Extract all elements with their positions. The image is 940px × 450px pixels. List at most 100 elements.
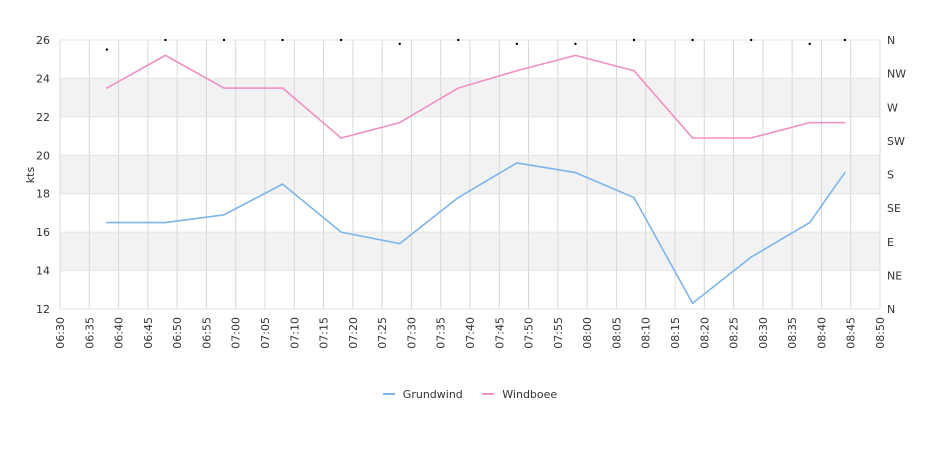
y-axis-title: kts bbox=[24, 167, 37, 184]
series-point bbox=[516, 162, 518, 164]
right-axis-label: N bbox=[887, 303, 895, 316]
y-tick-label: 14 bbox=[36, 265, 50, 278]
series-line-grundwind bbox=[106, 162, 846, 305]
series-point bbox=[106, 87, 108, 89]
series-line-windboee bbox=[106, 54, 845, 139]
series-point bbox=[281, 87, 284, 89]
right-axis-labels: N NE E SE S SW W NW N bbox=[887, 34, 906, 316]
y-tick-label: 24 bbox=[36, 72, 50, 85]
x-tick-label: 08:50 bbox=[874, 317, 887, 349]
series-point bbox=[457, 196, 460, 199]
series-point bbox=[633, 196, 635, 199]
series-point bbox=[106, 221, 108, 224]
right-axis-label: W bbox=[887, 101, 898, 114]
series-point bbox=[844, 121, 846, 124]
legend-item-grundwind[interactable]: Grundwind bbox=[382, 387, 463, 401]
right-axis-label: N bbox=[887, 34, 895, 47]
series-point bbox=[808, 221, 811, 224]
series-point bbox=[457, 87, 460, 89]
x-axis-labels: 06:30 06:35 06:40 06:45 06:50 06:55 07:00 07:05… bbox=[54, 317, 887, 349]
direction-marker bbox=[281, 38, 284, 42]
series-point bbox=[574, 54, 577, 57]
series-lines bbox=[106, 54, 846, 305]
direction-marker bbox=[398, 42, 401, 46]
x-tick-label: 06:35 bbox=[83, 317, 96, 349]
series-point bbox=[398, 121, 401, 124]
right-axis-label: E bbox=[887, 236, 894, 249]
x-tick-label: 08:40 bbox=[815, 317, 828, 349]
direction-markers bbox=[105, 38, 847, 51]
direction-marker bbox=[843, 38, 847, 42]
x-tick-label: 07:00 bbox=[230, 317, 243, 349]
x-tick-label: 08:15 bbox=[669, 317, 682, 349]
x-tick-label: 07:10 bbox=[288, 317, 301, 349]
legend-item-windboee[interactable]: Windboee bbox=[482, 388, 557, 401]
series-point bbox=[574, 171, 577, 174]
direction-marker bbox=[749, 38, 753, 42]
series-point bbox=[223, 87, 225, 89]
direction-marker bbox=[515, 42, 519, 46]
series-point bbox=[164, 54, 167, 57]
y-tick-label: 22 bbox=[36, 111, 50, 124]
x-tick-label: 08:00 bbox=[581, 317, 594, 349]
x-tick-label: 07:50 bbox=[523, 317, 536, 349]
direction-marker bbox=[105, 48, 109, 51]
series-point bbox=[750, 137, 752, 139]
x-tick-label: 08:35 bbox=[786, 317, 799, 349]
x-tick-label: 08:05 bbox=[610, 317, 623, 349]
x-tick-label: 07:30 bbox=[405, 317, 418, 349]
series-point bbox=[340, 137, 342, 139]
x-tick-label: 07:05 bbox=[259, 317, 272, 349]
vertical-grid bbox=[59, 40, 881, 309]
direction-marker bbox=[691, 38, 694, 42]
series-point bbox=[281, 183, 284, 185]
direction-marker bbox=[632, 38, 636, 42]
right-axis-label: NE bbox=[887, 269, 902, 282]
x-tick-label: 08:45 bbox=[845, 317, 858, 349]
x-tick-label: 07:35 bbox=[435, 317, 448, 349]
x-tick-label: 07:25 bbox=[376, 317, 389, 349]
direction-marker bbox=[808, 42, 811, 46]
series-point bbox=[633, 69, 635, 72]
x-tick-label: 08:10 bbox=[640, 317, 653, 349]
series-point bbox=[223, 214, 225, 216]
y-tick-label: 26 bbox=[36, 34, 50, 47]
x-tick-label: 06:45 bbox=[142, 317, 155, 349]
y-axis-labels: 12 14 16 18 20 22 24 26 bbox=[36, 34, 50, 316]
right-axis-label: S bbox=[887, 169, 894, 182]
legend-label-windboee: Windboee bbox=[502, 387, 558, 401]
y-tick-label: 18 bbox=[36, 188, 50, 201]
direction-marker bbox=[339, 38, 343, 42]
horizontal-grid bbox=[60, 39, 880, 310]
legend: Grundwind Windboee bbox=[0, 385, 940, 401]
right-axis-label: SE bbox=[887, 202, 901, 215]
series-point bbox=[844, 171, 846, 174]
x-tick-label: 06:30 bbox=[54, 317, 67, 349]
x-tick-label: 06:55 bbox=[200, 317, 213, 349]
right-axis-label: SW bbox=[887, 135, 905, 148]
series-point bbox=[691, 137, 694, 139]
series-point bbox=[516, 69, 518, 72]
x-tick-label: 06:50 bbox=[171, 317, 184, 349]
x-tick-label: 07:20 bbox=[347, 317, 360, 349]
direction-marker bbox=[574, 42, 577, 46]
x-tick-label: 07:45 bbox=[493, 317, 506, 349]
direction-marker bbox=[222, 38, 226, 42]
y-tick-label: 20 bbox=[36, 149, 50, 162]
series-point bbox=[164, 221, 167, 224]
legend-swatch-windboee bbox=[482, 393, 495, 395]
x-tick-label: 08:20 bbox=[698, 317, 711, 349]
direction-marker bbox=[457, 38, 460, 42]
series-point bbox=[750, 256, 752, 258]
x-tick-label: 07:40 bbox=[464, 317, 477, 349]
legend-label-grundwind: Grundwind bbox=[402, 387, 463, 401]
legend-swatch-grundwind bbox=[382, 393, 395, 395]
y-tick-label: 12 bbox=[36, 303, 50, 316]
x-tick-label: 07:55 bbox=[552, 317, 565, 349]
x-tick-label: 08:30 bbox=[757, 317, 770, 349]
series-point bbox=[808, 121, 811, 124]
x-tick-label: 07:15 bbox=[318, 317, 331, 349]
x-tick-label: 06:40 bbox=[113, 317, 126, 349]
series-point bbox=[340, 231, 342, 233]
